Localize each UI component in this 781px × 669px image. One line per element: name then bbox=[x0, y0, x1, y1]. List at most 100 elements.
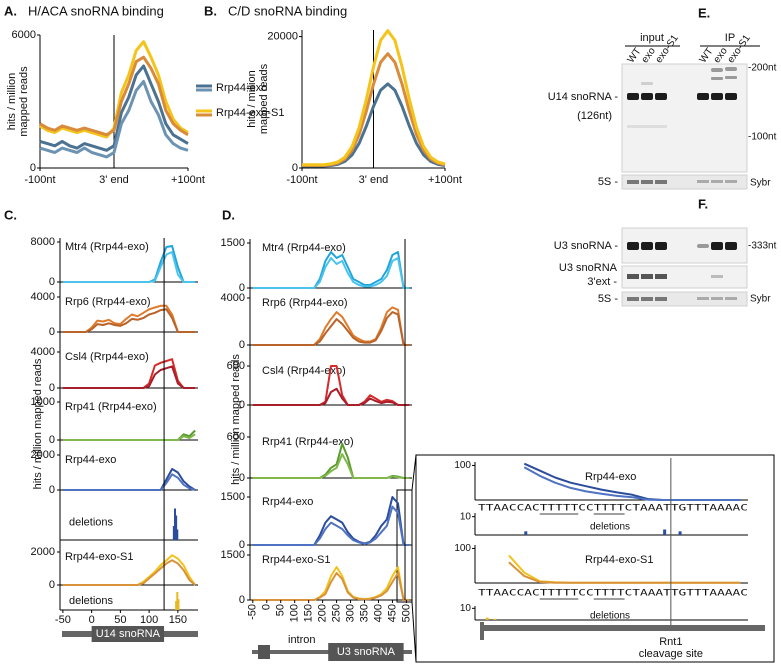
panel-label: C. bbox=[4, 207, 17, 222]
coverage-line bbox=[523, 466, 741, 501]
stain-label: Sybr bbox=[750, 178, 771, 189]
y-tick-label: 0 bbox=[239, 594, 245, 606]
y-tick-label: 1500 bbox=[221, 237, 245, 249]
coverage-line bbox=[252, 311, 410, 346]
band-label: U3 snoRNA bbox=[559, 262, 618, 274]
track-label: Csl4 (Rrp44-exo) bbox=[262, 365, 346, 377]
y-tick-label: 0 bbox=[49, 579, 55, 591]
track-label: Rrp44-exo-S1 bbox=[262, 554, 330, 566]
band-label: 5S - bbox=[598, 293, 619, 305]
sequence: TTAACCACTTTTTCCTTTTCTAAATTGTTTAAAAC bbox=[478, 589, 748, 599]
gel-e: E. input IP WT exo exo-S1 WT exo exo-S1 … bbox=[548, 5, 777, 190]
y-tick-label: 100 bbox=[454, 460, 471, 471]
track-label: Rrp6 (Rrp44-exo) bbox=[262, 297, 348, 309]
group-label: IP bbox=[725, 32, 735, 44]
x-tick-label: 200 bbox=[317, 604, 329, 622]
gel-bands bbox=[627, 274, 723, 279]
track-label: Rrp44-exo bbox=[65, 454, 116, 466]
x-tick-label: 350 bbox=[358, 604, 370, 622]
y-tick-label: 8000 bbox=[31, 236, 55, 248]
panel-label: E. bbox=[698, 5, 710, 20]
deletion-bar bbox=[175, 601, 178, 610]
gel-bands bbox=[627, 297, 737, 301]
track-label: deletions bbox=[69, 595, 114, 607]
y-tick-label: 0 bbox=[49, 382, 55, 394]
x-tick-label: 150 bbox=[303, 604, 315, 622]
band-label: 5S - bbox=[598, 176, 619, 188]
y-tick-label: 4000 bbox=[31, 291, 55, 303]
coverage-line bbox=[62, 433, 196, 441]
x-tick-label: 100 bbox=[140, 614, 158, 626]
panel-label: D. bbox=[222, 207, 235, 222]
coverage-line bbox=[39, 64, 189, 152]
gel-bands bbox=[627, 93, 737, 100]
band-label: U14 snoRNA - bbox=[548, 91, 619, 103]
marker-label: -333nt bbox=[748, 241, 777, 252]
x-tick-label: 0 bbox=[89, 614, 95, 626]
coverage-line bbox=[62, 473, 196, 491]
x-tick-label: 250 bbox=[330, 604, 342, 622]
y-tick-label: 1000 bbox=[31, 396, 55, 408]
track-label: Rrp6 (Rrp44-exo) bbox=[65, 296, 151, 308]
x-tick-label: 50 bbox=[275, 604, 287, 616]
track-label: Rrp44-exo bbox=[262, 496, 313, 508]
coverage-line bbox=[252, 257, 410, 289]
track-label: Rrp41 (Rrp44-exo) bbox=[262, 436, 354, 448]
gene-label: U3 snoRNA bbox=[337, 646, 396, 658]
inset-frame bbox=[415, 454, 775, 663]
track-label: Mtr4 (Rrp44-exo) bbox=[262, 242, 346, 254]
sequence: TTAACCACTTTTTCCTTTTCTAAATTGTTTAAAAC bbox=[478, 504, 748, 514]
x-tick-label: -100nt bbox=[24, 174, 55, 186]
coverage-line bbox=[252, 505, 410, 546]
y-axis-label: mapped reads bbox=[18, 66, 30, 137]
y-tick-label: 10 bbox=[460, 511, 472, 522]
gel-f: F. U3 snoRNA - -333nt U3 snoRNA 3'ext - … bbox=[554, 196, 777, 307]
y-tick-label: 0 bbox=[292, 162, 298, 174]
y-tick-label: 0 bbox=[30, 162, 36, 174]
x-tick-label: 3' end bbox=[99, 174, 129, 186]
stain-label: Sybr bbox=[750, 294, 771, 305]
marker-label: -100nt bbox=[748, 132, 777, 143]
y-tick-label: 4000 bbox=[221, 292, 245, 304]
x-tick-label: -100nt bbox=[286, 174, 317, 186]
gel-image bbox=[621, 265, 748, 289]
deletion-bar bbox=[174, 508, 176, 540]
cleavage-label: Rnt1 bbox=[659, 636, 682, 648]
coverage-line bbox=[39, 55, 189, 137]
coverage-line bbox=[252, 453, 410, 479]
y-tick-label: 0 bbox=[239, 539, 245, 551]
deletion-bar bbox=[524, 531, 528, 535]
y-tick-label: 600 bbox=[227, 360, 245, 372]
intron-label: intron bbox=[288, 634, 316, 646]
deletion-bar bbox=[176, 592, 179, 610]
panel-label: B. bbox=[204, 3, 217, 18]
x-tick-label: 3' end bbox=[359, 174, 389, 186]
track-label: Csl4 (Rrp44-exo) bbox=[65, 351, 149, 363]
cleavage-label: cleavage site bbox=[639, 648, 703, 660]
x-tick-label: +100nt bbox=[171, 174, 205, 186]
x-tick-label: 150 bbox=[169, 614, 187, 626]
gel-bands bbox=[627, 242, 737, 250]
y-axis-label: hits / million mapped reads bbox=[230, 354, 242, 485]
panel-title: C/D snoRNA binding bbox=[228, 3, 347, 18]
x-tick-label: 500 bbox=[400, 604, 412, 622]
track-label: Mtr4 (Rrp44-exo) bbox=[65, 241, 149, 253]
gene-box bbox=[328, 643, 404, 661]
x-tick-label: 450 bbox=[386, 604, 398, 622]
x-tick-label: 0 bbox=[261, 604, 273, 610]
y-tick-label: 0 bbox=[49, 326, 55, 338]
y-tick-label: 0 bbox=[239, 339, 245, 351]
y-tick-label: 0 bbox=[49, 276, 55, 288]
y-tick-label: 4000 bbox=[31, 346, 55, 358]
coverage-line bbox=[62, 559, 196, 586]
x-tick-label: +100nt bbox=[428, 174, 462, 186]
deletion-bar bbox=[678, 531, 682, 535]
gel-faint-bands bbox=[627, 67, 737, 128]
track-label: deletions bbox=[69, 516, 114, 528]
coverage-line bbox=[62, 251, 196, 283]
legend-label: Rrp44-exo-S1 bbox=[216, 107, 284, 119]
coverage-line bbox=[62, 429, 196, 441]
y-tick-label: 10 bbox=[460, 603, 472, 614]
